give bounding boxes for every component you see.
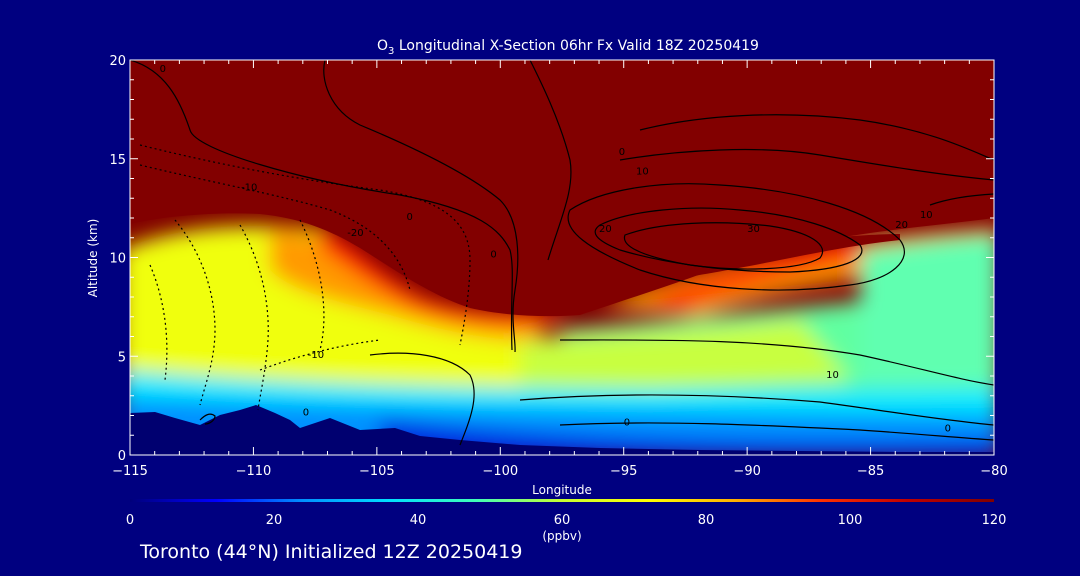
contour-label: -10 <box>308 350 324 361</box>
contour-label: 0 <box>619 147 625 158</box>
central-yellowgreen <box>520 320 850 395</box>
contour-label: 20 <box>895 220 908 231</box>
colorbar-tick-label: 80 <box>698 513 715 528</box>
troposphere-west-band <box>130 226 560 410</box>
neg-contour-6 <box>299 219 325 351</box>
contour-surface-west <box>199 413 216 425</box>
contour-lower-east-c <box>559 422 994 441</box>
y-axis: 0 5 10 15 20 <box>109 54 994 464</box>
east-green <box>860 234 994 400</box>
contour-30-ring <box>623 222 823 270</box>
contour-label: 0 <box>303 408 309 419</box>
contour-lower-east-b <box>519 394 994 426</box>
neg-contour-7 <box>259 339 381 371</box>
contour-label: 20 <box>599 224 612 235</box>
contour-label: 0 <box>945 423 951 434</box>
contour-label: 0 <box>406 212 412 223</box>
terrain <box>130 405 994 455</box>
contour-label: -20 <box>347 228 363 239</box>
y-tick-label: 15 <box>109 153 126 168</box>
contour-0-west-upper <box>130 60 513 351</box>
colorbar-unit-label: (ppbv) <box>542 529 581 543</box>
contour-upper-east-b <box>619 148 994 181</box>
contour-label: 10 <box>636 167 649 178</box>
x-tick-label: −100 <box>482 464 518 479</box>
neg-contour-2 <box>139 164 411 291</box>
contour-label: 0 <box>160 64 166 75</box>
x-tick-label: −90 <box>733 464 760 479</box>
colorbar-tick-label: 0 <box>126 513 134 528</box>
x-tick-label: −115 <box>112 464 148 479</box>
x-tick-label: −105 <box>359 464 395 479</box>
colorbar-ticks: 0 20 40 60 80 100 120 <box>126 513 1007 528</box>
y-tick-label: 0 <box>118 449 126 464</box>
x-tick-label: −95 <box>610 464 637 479</box>
contour-label: 0 <box>624 417 630 428</box>
neg-contour-5 <box>239 224 269 411</box>
colorbar-tick-label: 120 <box>982 513 1007 528</box>
contour-0-jet-core <box>529 60 572 261</box>
contour-labels: 0 -10 -20 0 -10 0 0 0 10 20 30 10 20 10 0 0 <box>160 64 951 434</box>
neg-contour-3 <box>174 219 216 406</box>
x-tick-label: −80 <box>980 464 1007 479</box>
colorbar-tick-label: 20 <box>266 513 283 528</box>
contour-upper-east-a <box>639 114 994 161</box>
x-tick-label: −85 <box>857 464 884 479</box>
fold-red-east <box>640 238 870 312</box>
plot-area: 0 -10 -20 0 -10 0 0 0 10 20 30 10 20 10 0 0 <box>130 60 994 455</box>
contour-20-ring <box>594 207 863 273</box>
contour-lower-east-a <box>559 339 994 386</box>
x-axis-label: Longitude <box>532 483 592 497</box>
contour-label: 10 <box>826 370 839 381</box>
y-axis-label: Altitude (km) <box>86 219 100 298</box>
x-axis: −115 −110 −105 −100 −95 −90 −85 −80 <box>112 60 1008 479</box>
negative-anomaly-contours <box>139 144 471 411</box>
contour-label: 10 <box>920 210 933 221</box>
contour-mid-central <box>369 352 475 446</box>
colorbar-tick-label: 60 <box>554 513 571 528</box>
colorbar-ramp <box>130 499 994 502</box>
contour-label: 0 <box>490 250 496 261</box>
colorbar-tick-label: 100 <box>838 513 863 528</box>
contour-10-ring <box>567 183 905 291</box>
tropopause-upper-west <box>130 60 994 317</box>
footer-initialization-text: Toronto (44°N) Initialized 12Z 20250419 <box>140 541 523 563</box>
colorbar: 0 20 40 60 80 100 120 (ppbv) <box>126 499 1007 543</box>
contour-label: -10 <box>241 182 257 193</box>
ozone-field <box>130 60 994 455</box>
x-tick-label: −110 <box>236 464 272 479</box>
contour-label: 30 <box>747 224 760 235</box>
contour-upper-east-c <box>929 193 994 206</box>
anomaly-contours <box>130 60 994 446</box>
contour-0-north <box>323 60 519 353</box>
y-tick-label: 5 <box>118 350 126 365</box>
colorbar-tick-label: 40 <box>410 513 427 528</box>
y-tick-label: 20 <box>109 54 126 69</box>
chart-title: O3 Longitudinal X-Section 06hr Fx Valid … <box>377 38 759 57</box>
y-tick-label: 10 <box>109 252 126 267</box>
